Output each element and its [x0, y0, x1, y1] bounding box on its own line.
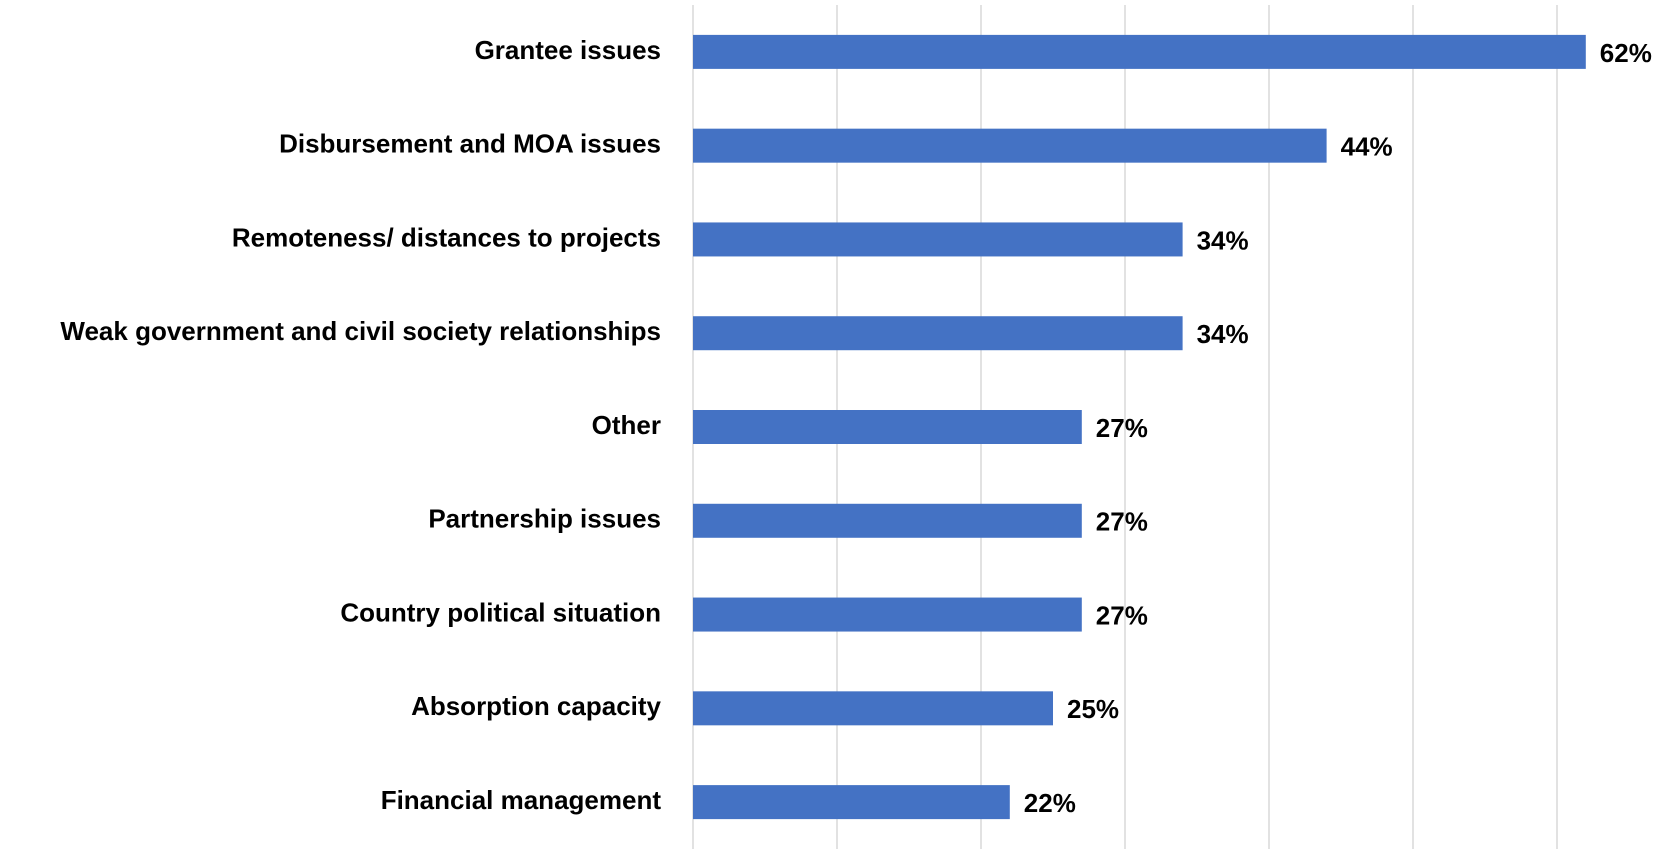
data-label: 34% [1197, 319, 1249, 349]
data-label: 34% [1197, 225, 1249, 255]
bar [693, 316, 1183, 351]
category-label: Partnership issues [428, 504, 661, 534]
category-label: Disbursement and MOA issues [279, 129, 661, 159]
category-label: Weak government and civil society relati… [60, 316, 661, 346]
category-label: Country political situation [340, 597, 661, 627]
bar [693, 128, 1327, 163]
data-label: 25% [1067, 694, 1119, 724]
data-label: 44% [1341, 132, 1393, 162]
category-label: Financial management [381, 785, 662, 815]
bar [693, 597, 1082, 632]
bar [693, 410, 1082, 444]
bar [693, 34, 1586, 69]
category-label: Grantee issues [475, 35, 661, 65]
bar [693, 785, 1010, 820]
category-label: Other [592, 410, 661, 440]
data-label: 62% [1600, 38, 1652, 68]
data-label: 27% [1096, 600, 1148, 630]
bar [693, 222, 1183, 257]
category-label: Remoteness/ distances to projects [232, 222, 661, 252]
data-label: 22% [1024, 788, 1076, 818]
data-label: 27% [1096, 413, 1148, 443]
bar [693, 691, 1053, 726]
bar [693, 503, 1082, 538]
category-label: Absorption capacity [411, 691, 661, 721]
data-label: 27% [1096, 507, 1148, 537]
